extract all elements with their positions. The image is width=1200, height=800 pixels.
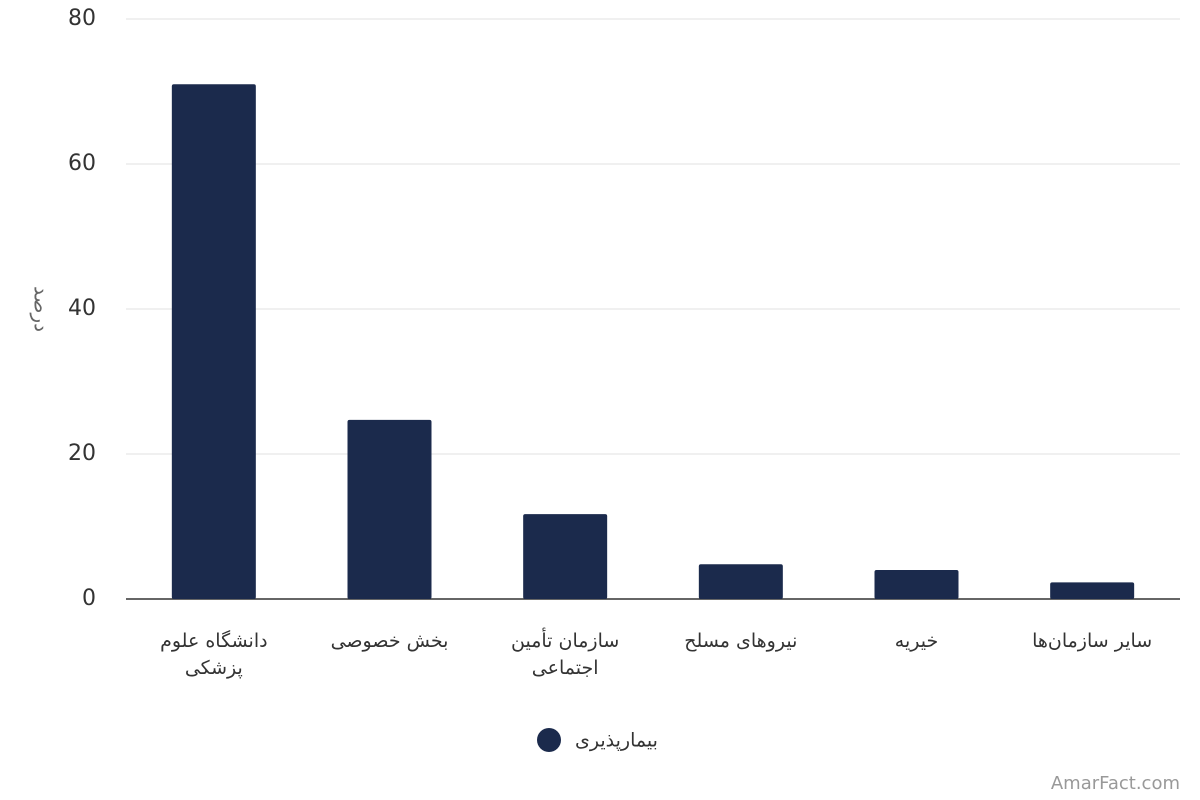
bar xyxy=(171,84,256,599)
x-tick-label: سازمان تأمین اجتماعی xyxy=(511,630,620,679)
bar xyxy=(347,419,432,599)
x-tick-label: سایر سازمان‌ها xyxy=(1032,630,1153,652)
y-axis-label: درصد xyxy=(30,286,54,332)
y-tick-label: 0 xyxy=(82,586,96,611)
y-tick-label: 80 xyxy=(68,6,96,31)
y-tick-label: 20 xyxy=(68,441,96,466)
x-tick-label: نیروهای مسلح xyxy=(684,630,798,652)
bar xyxy=(698,564,783,599)
legend-label: بیمارپذیری xyxy=(575,730,658,752)
bar xyxy=(1050,582,1135,599)
y-tick-label: 40 xyxy=(68,296,96,321)
y-tick-label: 60 xyxy=(68,151,96,176)
bar xyxy=(874,570,959,599)
x-tick-label: دانشگاه علوم پزشکی xyxy=(160,630,268,679)
x-tick-label: خیریه xyxy=(894,630,939,652)
x-tick-label: بخش خصوصی xyxy=(330,630,449,652)
bar xyxy=(523,514,608,599)
watermark: AmarFact.com xyxy=(1051,773,1180,794)
legend-marker xyxy=(537,728,561,752)
